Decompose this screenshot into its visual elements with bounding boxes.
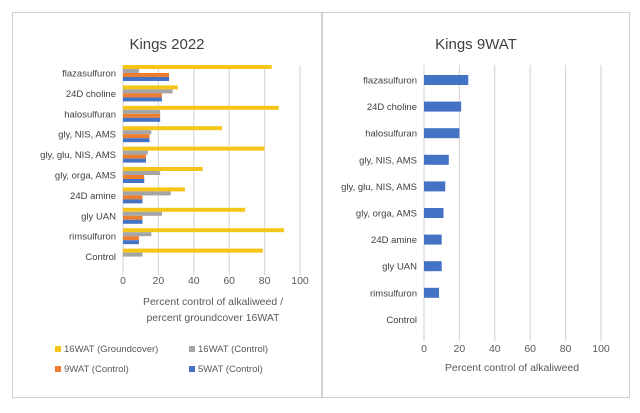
left-chart: Kings 2022 0 20 40 60 80 100 flazasulfuron 24D c… — [40, 36, 309, 375]
x-tick-label: 60 — [223, 275, 235, 287]
legend-swatch — [55, 366, 61, 372]
bar — [123, 150, 148, 155]
category-label: gly, glu, NIS, AMS — [341, 182, 417, 193]
x-tick-label: 20 — [153, 275, 165, 287]
bar — [424, 128, 460, 139]
category-label: gly, glu, NIS, AMS — [40, 150, 116, 161]
bar — [123, 252, 143, 257]
bar — [123, 211, 162, 216]
bar — [123, 73, 170, 77]
left-chart-panel: Kings 2022 0 20 40 60 80 100 flazasulfuron 24D c… — [12, 12, 322, 398]
bar — [123, 167, 203, 171]
x-tick-label: 80 — [560, 343, 572, 355]
category-label: rimsulfuron — [69, 232, 116, 243]
x-axis-title: Percent control of alkaliweed / — [143, 296, 283, 308]
category-label: Control — [85, 252, 116, 263]
bar — [123, 179, 145, 183]
bar — [123, 134, 150, 139]
bar — [123, 171, 161, 175]
chart-title: Kings 9WAT — [435, 36, 517, 53]
category-label: halosulfuran — [365, 129, 417, 140]
bar — [123, 219, 143, 224]
bar — [123, 138, 150, 143]
bar — [123, 191, 171, 196]
chart-title: Kings 2022 — [129, 36, 204, 53]
bar — [123, 175, 145, 179]
bar — [424, 261, 442, 272]
bar — [123, 117, 161, 122]
bar — [123, 146, 265, 151]
bar — [123, 158, 147, 163]
category-label: flazasulfuron — [62, 69, 116, 80]
bar — [123, 97, 162, 102]
category-label: flazasulfuron — [363, 76, 417, 87]
bar — [123, 154, 147, 159]
bar — [424, 75, 469, 85]
legend-label: 9WAT (Control) — [64, 364, 129, 375]
x-tick-label: 20 — [454, 343, 466, 355]
category-label: gly UAN — [81, 211, 116, 222]
bar — [123, 228, 285, 233]
bar — [123, 69, 139, 73]
bar — [123, 77, 170, 81]
bar — [424, 181, 446, 192]
bar — [123, 207, 246, 212]
bar — [123, 236, 139, 241]
right-chart-panel: Kings 9WAT 0 20 40 60 80 100 flazasulfuron 24D c… — [322, 12, 630, 398]
x-axis-title: percent groundcover 16WAT — [146, 312, 280, 324]
category-label: 24D amine — [70, 191, 116, 202]
category-label: gly, orga, AMS — [356, 209, 417, 220]
bar — [424, 234, 442, 245]
category-label: gly, NIS, AMS — [359, 155, 417, 166]
bar — [123, 195, 143, 200]
bar — [123, 126, 223, 131]
category-label: halosulfuran — [64, 109, 116, 120]
bar — [123, 89, 173, 94]
bar — [424, 287, 440, 298]
category-label: 24D choline — [66, 89, 116, 100]
bar — [123, 105, 279, 110]
legend-swatch — [55, 346, 61, 352]
bar — [123, 130, 152, 135]
category-label: rimsulfuron — [370, 288, 417, 299]
legend-swatch — [189, 346, 195, 352]
right-chart: Kings 9WAT 0 20 40 60 80 100 flazasulfuron 24D c… — [341, 36, 610, 374]
bar — [123, 248, 263, 253]
x-tick-label: 40 — [489, 343, 501, 355]
category-label: gly UAN — [382, 262, 417, 273]
bar — [123, 113, 161, 118]
x-axis-title: Percent control of alkaliweed — [445, 362, 579, 374]
legend-label: 16WAT (Groundcover) — [64, 344, 158, 355]
x-tick-label: 80 — [259, 275, 271, 287]
x-tick-label: 0 — [120, 275, 126, 287]
x-tick-label: 40 — [188, 275, 200, 287]
legend-label: 5WAT (Control) — [198, 364, 263, 375]
category-label: gly, NIS, AMS — [58, 130, 116, 141]
category-label: 24D choline — [367, 102, 417, 113]
bar — [424, 208, 444, 218]
bar — [123, 199, 143, 204]
x-tick-label: 100 — [291, 275, 309, 287]
legend-swatch — [189, 366, 195, 372]
x-tick-label: 100 — [592, 343, 610, 355]
bar — [123, 232, 152, 237]
bar — [123, 93, 162, 98]
bar — [123, 85, 178, 90]
legend-label: 16WAT (Control) — [198, 344, 268, 355]
bar — [123, 215, 143, 220]
x-tick-label: 60 — [524, 343, 536, 355]
category-label: gly, orga, AMS — [55, 171, 116, 182]
bar — [123, 65, 272, 69]
bar — [424, 154, 449, 165]
bar — [123, 187, 185, 192]
category-label: Control — [386, 315, 417, 326]
bar — [123, 240, 139, 245]
category-label: 24D amine — [371, 235, 417, 246]
x-tick-label: 0 — [421, 343, 427, 355]
bar — [424, 101, 462, 112]
bar — [123, 109, 161, 114]
